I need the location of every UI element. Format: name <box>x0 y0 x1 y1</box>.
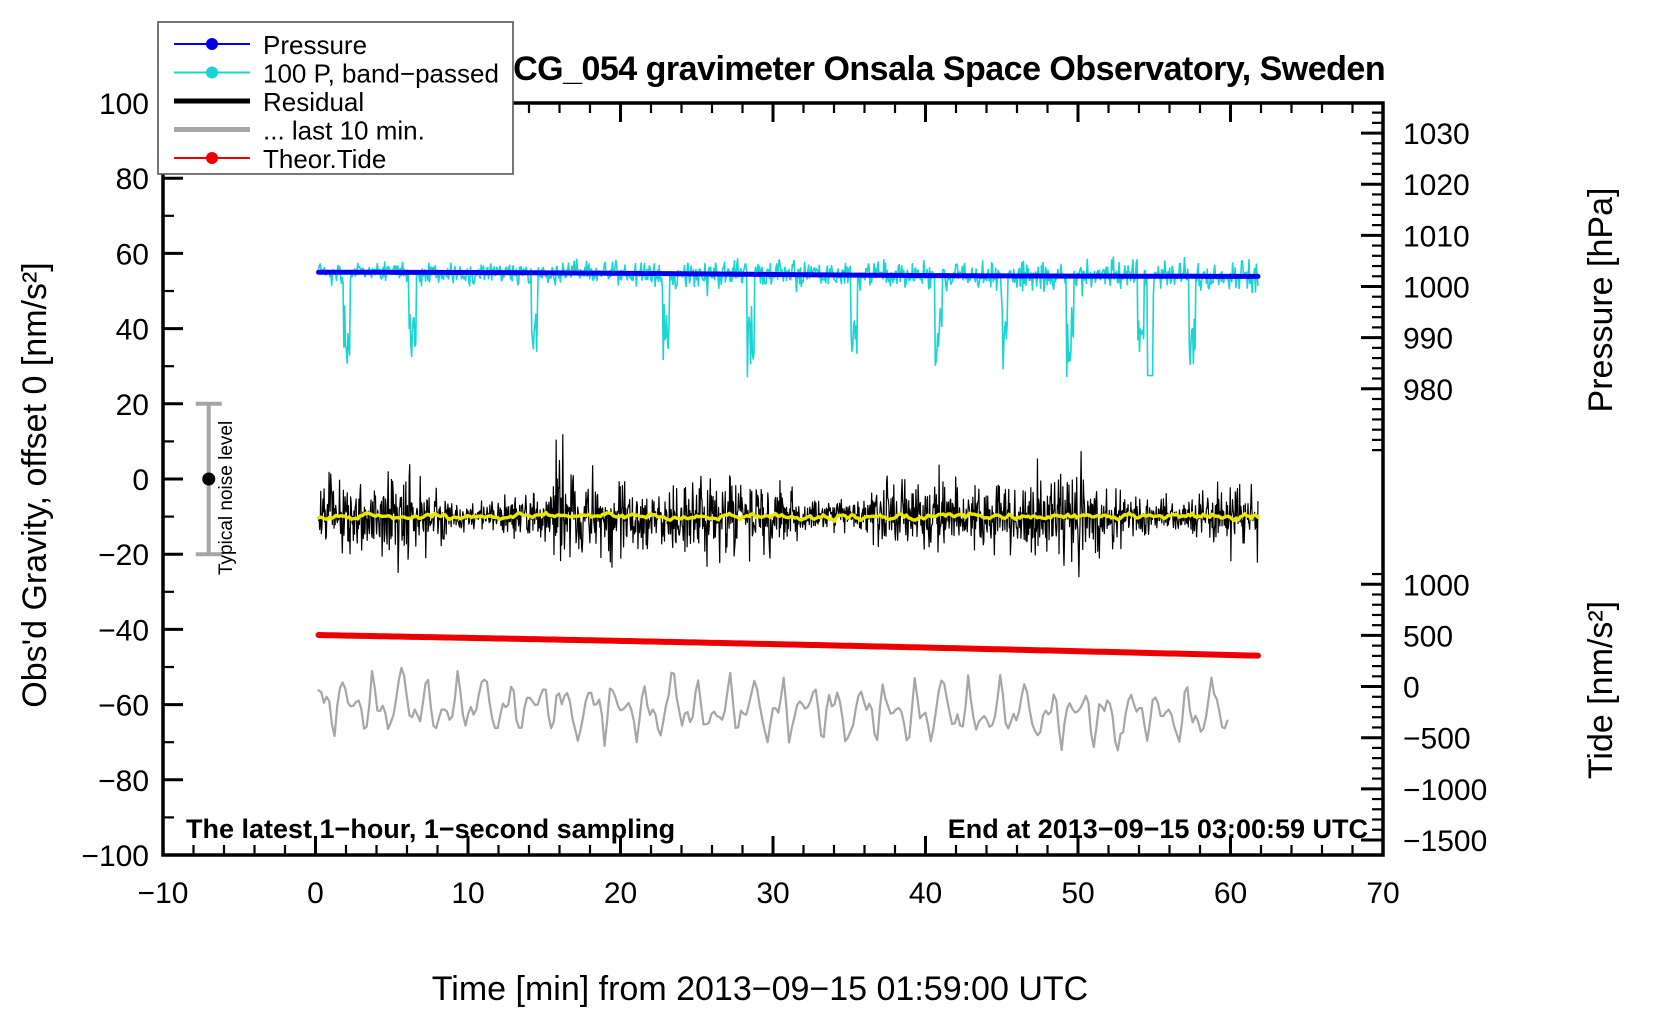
y-axis-left-tick-label: −80 <box>98 765 149 798</box>
y-axis-left-title: Obs'd Gravity, offset 0 [nm/s²] <box>16 262 54 708</box>
y-axis-pressure-tick-label: 980 <box>1403 374 1453 407</box>
legend-box <box>157 21 514 175</box>
y-axis-left-tick-label: 0 <box>132 464 149 497</box>
y-axis-left-tick-label: −60 <box>98 690 149 723</box>
legend-item-4[interactable]: ... last 10 min. <box>174 116 425 146</box>
x-axis-tick-label: 10 <box>451 877 484 910</box>
series-residual-smoothed <box>316 510 1260 523</box>
note-typical-noise-level: Typical noise level <box>216 421 237 575</box>
x-axis-tick-label: 40 <box>909 877 942 910</box>
y-axis-pressure-title: Pressure [hPa] <box>1582 188 1620 413</box>
legend-item-label: ... last 10 min. <box>263 116 425 146</box>
y-axis-left-tick-label: −100 <box>81 840 149 873</box>
axes-layer: −10 0 10 20 30 40 50 60 70−100−80−60−40−20020406… <box>81 88 1487 910</box>
x-axis-tick-label: 0 <box>307 877 324 910</box>
legend-swatch-marker <box>206 152 218 164</box>
y-axis-tide-tick-label: −1500 <box>1403 825 1487 858</box>
plot-layer <box>195 256 1261 752</box>
x-axis-tick-label: 60 <box>1214 877 1247 910</box>
y-axis-pressure-tick-label: 1010 <box>1403 220 1470 253</box>
y-axis-pressure-tick-label: 1000 <box>1403 271 1470 304</box>
note-bottom-left: The latest 1−hour, 1−second sampling <box>186 814 675 844</box>
legend-item-label: Pressure <box>263 30 367 60</box>
series-pressure <box>316 269 1261 279</box>
y-axis-left-tick-label: 80 <box>116 163 149 196</box>
y-axis-pressure-tick-label: 1030 <box>1403 118 1470 151</box>
x-axis-tick-label: 50 <box>1061 877 1094 910</box>
y-axis-left-tick-label: 100 <box>99 88 149 121</box>
legend-item-label: Theor.Tide <box>263 144 386 174</box>
y-axis-tide-tick-label: −500 <box>1403 723 1471 756</box>
y-axis-tide-title: Tide [nm/s²] <box>1582 601 1620 779</box>
y-axis-pressure-tick-label: 990 <box>1403 323 1453 356</box>
legend-item-5[interactable]: Theor.Tide <box>174 144 386 174</box>
legend-item-2[interactable]: 100 P, band−passed <box>174 59 499 89</box>
y-axis-tide-tick-label: 1000 <box>1403 569 1470 602</box>
noise-bar-dot <box>202 472 216 486</box>
y-axis-left-tick-label: 40 <box>116 314 149 347</box>
y-axis-left-tick-label: −20 <box>98 539 149 572</box>
y-axis-tide-tick-label: 500 <box>1403 620 1453 653</box>
y-axis-tide-tick-label: 0 <box>1403 672 1420 705</box>
x-axis-tick-label: 70 <box>1366 877 1399 910</box>
legend-item-3[interactable]: Residual <box>174 87 364 117</box>
legend-swatch-marker <box>206 38 218 50</box>
y-axis-left-tick-label: 20 <box>116 389 149 422</box>
series-theor-tide <box>315 632 1261 659</box>
x-axis-tick-label: 30 <box>756 877 789 910</box>
y-axis-pressure-tick-label: 1020 <box>1403 169 1470 202</box>
series-last-10-min <box>317 666 1229 752</box>
legend-item-label: Residual <box>263 87 364 117</box>
page-title: SCG_054 gravimeter Onsala Space Observat… <box>491 50 1385 88</box>
legend-item-label: 100 P, band−passed <box>263 59 499 89</box>
y-axis-tide-tick-label: −1000 <box>1403 774 1487 807</box>
x-axis-title: Time [min] from 2013−09−15 01:59:00 UTC <box>432 970 1088 1008</box>
y-axis-left-tick-label: −40 <box>98 614 149 647</box>
x-axis-tick-label: −10 <box>138 877 189 910</box>
note-bottom-right: End at 2013−09−15 03:00:59 UTC <box>948 814 1368 844</box>
legend-swatch-marker <box>206 66 218 79</box>
legend-item-1[interactable]: Pressure <box>174 30 367 60</box>
x-axis-tick-label: 20 <box>604 877 637 910</box>
y-axis-left-tick-label: 60 <box>116 238 149 271</box>
